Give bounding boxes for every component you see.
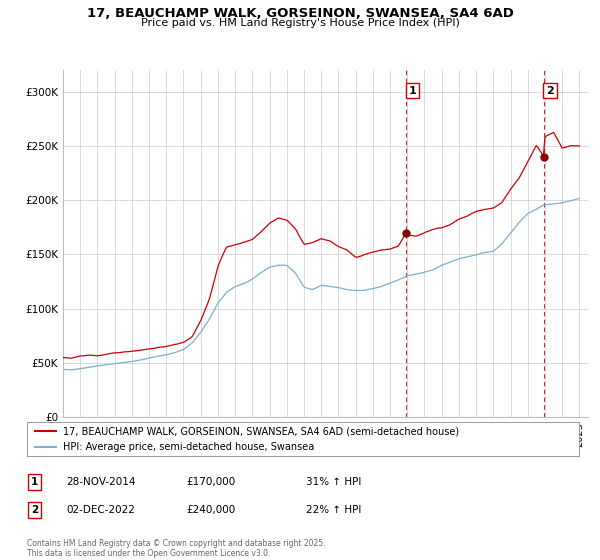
Text: 17, BEAUCHAMP WALK, GORSEINON, SWANSEA, SA4 6AD (semi-detached house): 17, BEAUCHAMP WALK, GORSEINON, SWANSEA, …: [63, 426, 459, 436]
Text: 1: 1: [409, 86, 416, 96]
Text: 28-NOV-2014: 28-NOV-2014: [66, 477, 136, 487]
Text: Contains HM Land Registry data © Crown copyright and database right 2025.
This d: Contains HM Land Registry data © Crown c…: [27, 539, 325, 558]
Text: 31% ↑ HPI: 31% ↑ HPI: [306, 477, 361, 487]
Text: 17, BEAUCHAMP WALK, GORSEINON, SWANSEA, SA4 6AD: 17, BEAUCHAMP WALK, GORSEINON, SWANSEA, …: [86, 7, 514, 20]
Text: 2: 2: [31, 505, 38, 515]
Text: 02-DEC-2022: 02-DEC-2022: [66, 505, 135, 515]
Text: Price paid vs. HM Land Registry's House Price Index (HPI): Price paid vs. HM Land Registry's House …: [140, 18, 460, 28]
Text: 2: 2: [546, 86, 554, 96]
Text: 22% ↑ HPI: 22% ↑ HPI: [306, 505, 361, 515]
Text: £240,000: £240,000: [186, 505, 235, 515]
Text: £170,000: £170,000: [186, 477, 235, 487]
Text: 1: 1: [31, 477, 38, 487]
Text: HPI: Average price, semi-detached house, Swansea: HPI: Average price, semi-detached house,…: [63, 442, 314, 452]
